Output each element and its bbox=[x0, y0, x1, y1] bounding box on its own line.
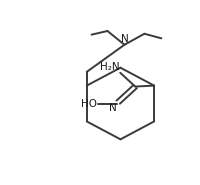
Text: N: N bbox=[120, 34, 128, 44]
Text: H₂N: H₂N bbox=[99, 62, 119, 72]
Text: N: N bbox=[109, 103, 117, 113]
Text: HO: HO bbox=[80, 99, 96, 109]
